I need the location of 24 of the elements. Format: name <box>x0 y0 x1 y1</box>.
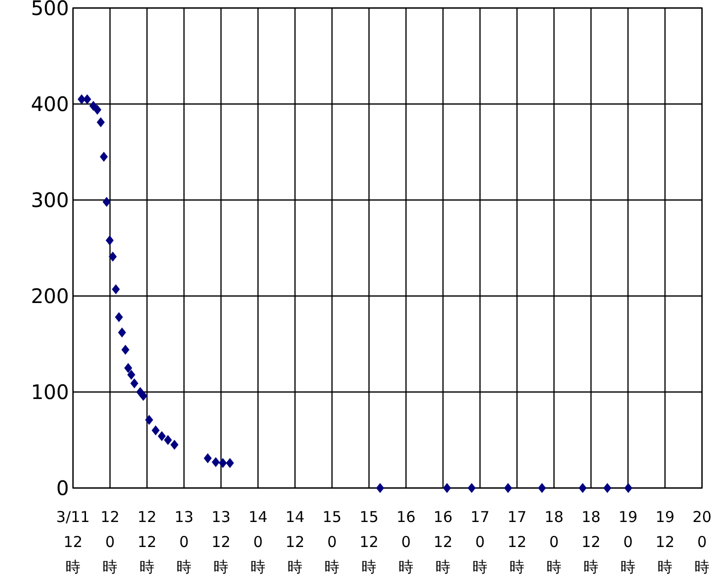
x-tick-label: 15 0 時 <box>322 508 342 576</box>
x-tick-label: 12 0 時 <box>100 508 120 576</box>
x-tick-label: 13 0 時 <box>174 508 194 576</box>
x-tick-label: 12 12 時 <box>137 508 157 576</box>
y-tick-label: 200 <box>30 284 69 308</box>
x-tick-label: 18 12 時 <box>581 508 601 576</box>
x-tick-label: 16 0 時 <box>396 508 416 576</box>
y-tick-label: 100 <box>30 380 69 404</box>
x-tick-label: 18 0 時 <box>544 508 564 576</box>
x-tick-label: 16 12 時 <box>433 508 453 576</box>
y-tick-label: 300 <box>30 188 69 212</box>
x-tick-label: 19 0 時 <box>618 508 638 576</box>
x-tick-label: 15 12 時 <box>359 508 379 576</box>
x-tick-label: 14 0 時 <box>248 508 268 576</box>
x-tick-label: 17 12 時 <box>507 508 527 576</box>
x-tick-label: 17 0 時 <box>470 508 490 576</box>
x-tick-label: 14 12 時 <box>285 508 305 576</box>
x-tick-label: 3/11 12 時 <box>56 508 90 576</box>
y-tick-label: 500 <box>30 0 69 20</box>
x-tick-label: 19 12 時 <box>655 508 675 576</box>
y-tick-label: 0 <box>56 476 69 500</box>
x-tick-label: 20 0 時 <box>692 508 712 576</box>
x-tick-label: 13 12 時 <box>211 508 231 576</box>
y-tick-label: 400 <box>30 92 69 116</box>
